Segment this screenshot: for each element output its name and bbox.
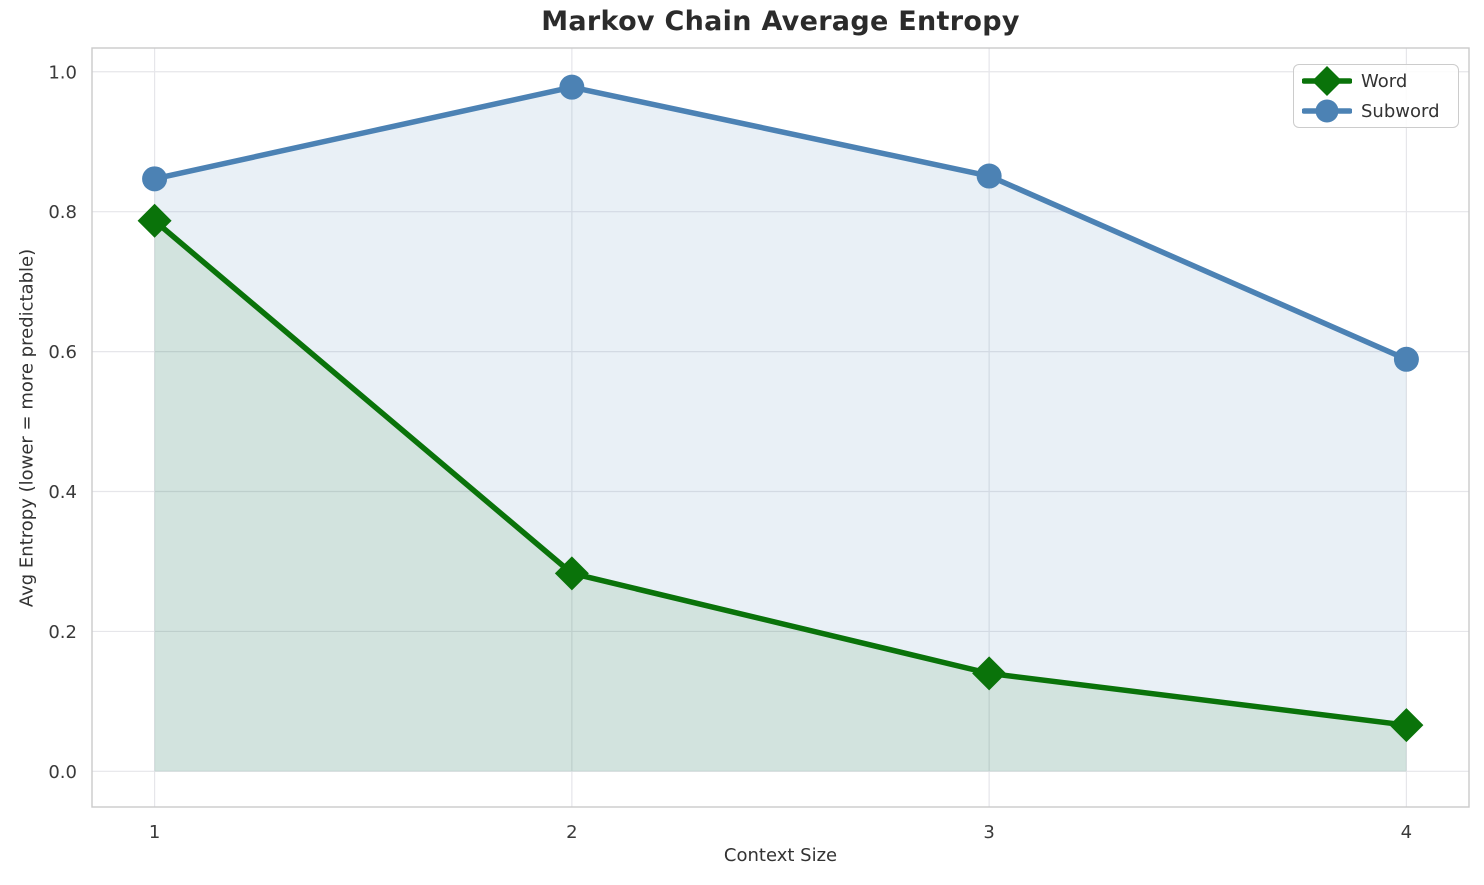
word-line bbox=[151, 218, 1410, 728]
subword-area-fill bbox=[154, 87, 1407, 772]
legend-item-subword: Subword bbox=[1302, 96, 1450, 126]
x-axis-label: Context Size bbox=[723, 845, 838, 866]
x-tick-label: 3 bbox=[983, 822, 994, 843]
subword-line bbox=[151, 84, 1410, 363]
y-tick-label: 1.0 bbox=[48, 62, 77, 83]
word-marker-diamond-icon bbox=[554, 556, 589, 591]
word-area-fill bbox=[154, 220, 1407, 772]
subword-marker-circle-icon bbox=[142, 166, 168, 192]
y-tick-label: 0.0 bbox=[48, 762, 77, 783]
subword-marker-circle-icon bbox=[1393, 346, 1419, 372]
y-axis-label: Avg Entropy (lower = more predictable) bbox=[16, 248, 38, 608]
y-tick-label: 0.4 bbox=[48, 482, 77, 503]
y-tick-label: 0.8 bbox=[48, 202, 77, 223]
legend-item-label: Subword bbox=[1361, 100, 1440, 122]
subword-marker-circle-icon bbox=[559, 74, 585, 100]
legend: Word Subword bbox=[1293, 64, 1459, 128]
word-marker-diamond-icon bbox=[1389, 708, 1424, 743]
y-tick-label: 0.2 bbox=[48, 622, 77, 643]
x-tick-label: 4 bbox=[1401, 822, 1412, 843]
x-tick-label: 1 bbox=[149, 822, 160, 843]
x-tick-label: 2 bbox=[566, 822, 577, 843]
y-tick-label: 0.6 bbox=[48, 342, 77, 363]
chart-title: Markov Chain Average Entropy bbox=[541, 6, 1020, 37]
word-marker-diamond-icon bbox=[137, 203, 172, 238]
word-marker-diamond-icon bbox=[972, 656, 1007, 691]
legend-item-label: Word bbox=[1361, 70, 1408, 92]
diamond-marker-icon bbox=[1302, 66, 1352, 96]
subword-marker-circle-icon bbox=[976, 163, 1002, 189]
legend-item-word: Word bbox=[1302, 66, 1450, 96]
circle-marker-icon bbox=[1302, 99, 1352, 123]
plot-border bbox=[91, 47, 1470, 808]
